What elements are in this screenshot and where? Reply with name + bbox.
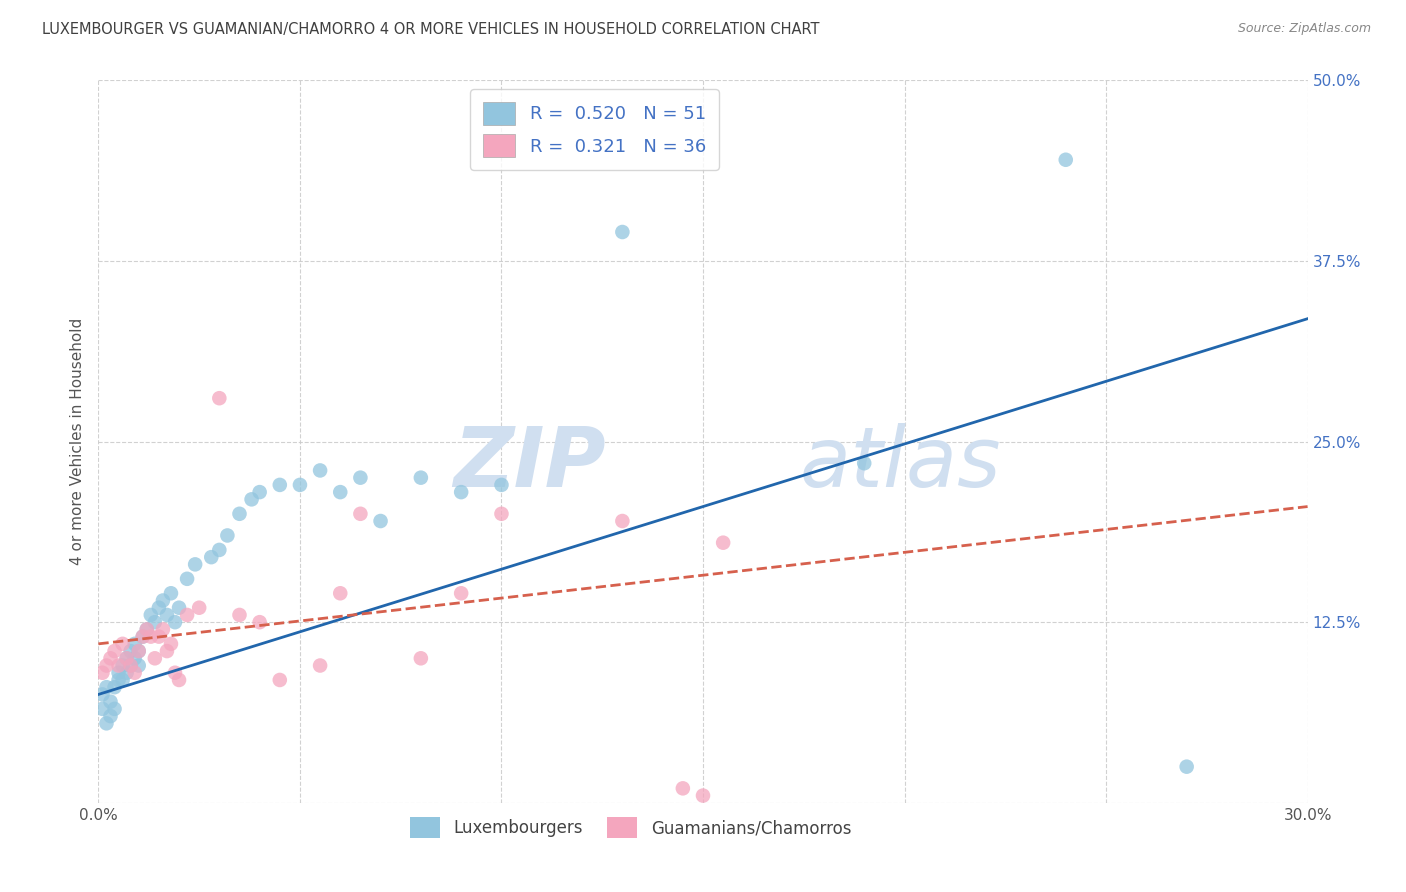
Point <box>349 470 371 484</box>
Point <box>115 651 138 665</box>
Text: ZIP: ZIP <box>454 423 606 504</box>
Point <box>208 542 231 557</box>
Point <box>143 615 166 630</box>
Point <box>184 558 207 572</box>
Point <box>103 702 125 716</box>
Point <box>491 507 513 521</box>
Text: LUXEMBOURGER VS GUAMANIAN/CHAMORRO 4 OR MORE VEHICLES IN HOUSEHOLD CORRELATION C: LUXEMBOURGER VS GUAMANIAN/CHAMORRO 4 OR … <box>42 22 820 37</box>
Point <box>132 630 155 644</box>
Point <box>100 651 122 665</box>
Point <box>450 586 472 600</box>
Point <box>240 492 263 507</box>
Point <box>135 623 157 637</box>
Point <box>612 225 634 239</box>
Point <box>156 607 179 622</box>
Point <box>409 651 432 665</box>
Point <box>111 658 134 673</box>
Point <box>163 615 186 630</box>
Point <box>160 586 183 600</box>
Point <box>217 528 239 542</box>
Point <box>96 680 118 694</box>
Point <box>103 644 125 658</box>
Point <box>107 658 129 673</box>
Point <box>160 637 183 651</box>
Point <box>1054 153 1077 167</box>
Point <box>309 463 332 477</box>
Point <box>91 665 114 680</box>
Point <box>176 572 198 586</box>
Point <box>188 600 211 615</box>
Point <box>288 478 311 492</box>
Point <box>115 651 138 665</box>
Point <box>91 687 114 701</box>
Point <box>228 507 250 521</box>
Point <box>491 478 513 492</box>
Point <box>139 607 162 622</box>
Point <box>711 535 734 549</box>
Point <box>853 456 876 470</box>
Point <box>115 665 138 680</box>
Point <box>1175 760 1198 774</box>
Point <box>612 514 634 528</box>
Point <box>128 644 150 658</box>
Point <box>111 637 134 651</box>
Point <box>269 478 291 492</box>
Point <box>135 623 157 637</box>
Point <box>370 514 392 528</box>
Point <box>139 630 162 644</box>
Point <box>156 644 179 658</box>
Point <box>128 658 150 673</box>
Point <box>208 391 231 405</box>
Point <box>176 607 198 622</box>
Point <box>107 665 129 680</box>
Point <box>111 673 134 687</box>
Y-axis label: 4 or more Vehicles in Household: 4 or more Vehicles in Household <box>69 318 84 566</box>
Point <box>249 485 271 500</box>
Point <box>100 709 122 723</box>
Point <box>96 716 118 731</box>
Text: atlas: atlas <box>800 423 1001 504</box>
Point <box>124 637 146 651</box>
Point <box>409 470 432 484</box>
Point <box>152 593 174 607</box>
Point <box>96 658 118 673</box>
Point <box>269 673 291 687</box>
Point <box>450 485 472 500</box>
Point <box>309 658 332 673</box>
Point <box>120 658 142 673</box>
Point <box>132 630 155 644</box>
Point <box>163 665 186 680</box>
Point <box>107 673 129 687</box>
Legend: Luxembourgers, Guamanians/Chamorros: Luxembourgers, Guamanians/Chamorros <box>404 810 858 845</box>
Point <box>148 630 170 644</box>
Point <box>329 485 352 500</box>
Point <box>152 623 174 637</box>
Point <box>100 695 122 709</box>
Point <box>167 673 190 687</box>
Point <box>329 586 352 600</box>
Point <box>124 651 146 665</box>
Text: Source: ZipAtlas.com: Source: ZipAtlas.com <box>1237 22 1371 36</box>
Point <box>124 665 146 680</box>
Point <box>167 600 190 615</box>
Point <box>128 644 150 658</box>
Point <box>143 651 166 665</box>
Point <box>692 789 714 803</box>
Point <box>200 550 222 565</box>
Point <box>672 781 695 796</box>
Point <box>91 702 114 716</box>
Point <box>228 607 250 622</box>
Point <box>120 658 142 673</box>
Point <box>103 680 125 694</box>
Point <box>148 600 170 615</box>
Point <box>349 507 371 521</box>
Point <box>249 615 271 630</box>
Point <box>120 644 142 658</box>
